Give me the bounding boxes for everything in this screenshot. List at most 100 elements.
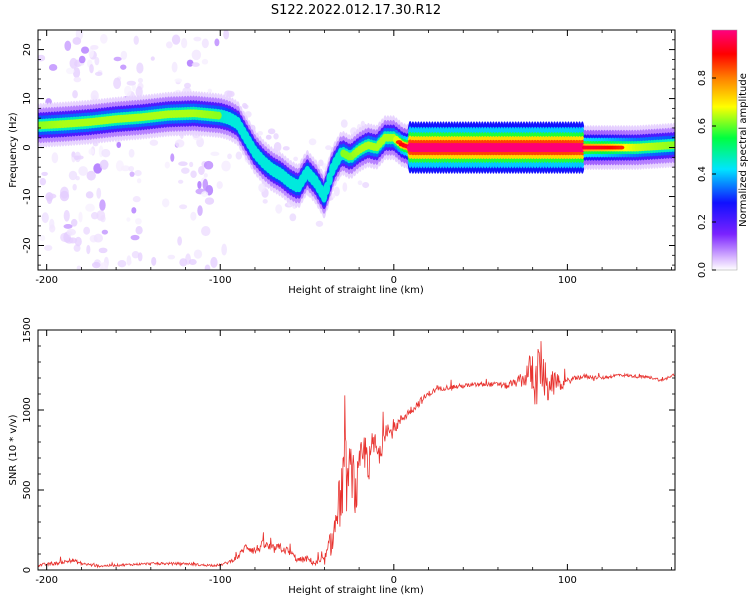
scatter-blob	[197, 181, 202, 189]
scatter-blob	[210, 151, 220, 157]
scatter-blob	[71, 151, 76, 158]
scatter-blob	[357, 180, 363, 186]
scatter-blob	[41, 171, 48, 176]
scatter-blob	[126, 80, 136, 86]
scatter-blob	[73, 76, 82, 83]
spectral-ridge	[38, 90, 675, 219]
scatter-blob	[48, 63, 58, 71]
scatter-blob	[51, 152, 59, 164]
scatter-blob	[340, 119, 348, 128]
y-axis-label-1: Frequency (Hz)	[8, 112, 19, 188]
scatter-blob	[85, 203, 95, 212]
scatter-blob	[124, 85, 132, 97]
scatter-blob	[179, 258, 188, 267]
scatter-blob	[63, 224, 73, 229]
scatter-blob	[198, 165, 205, 175]
figure-title: S122.2022.012.17.30.R12	[271, 3, 441, 18]
colorbar-gradient	[712, 30, 737, 270]
scatter-blob	[241, 102, 248, 109]
scatter-blob	[59, 190, 70, 202]
scatter-blob	[180, 37, 188, 49]
x-axis-label-2: Height of straight line (km)	[288, 585, 424, 596]
scatter-blob	[210, 256, 218, 269]
scatter-blob	[201, 226, 211, 237]
scatter-blob	[127, 259, 132, 265]
scatter-blob	[90, 44, 99, 50]
scatter-blob	[318, 159, 324, 167]
scatter-blob	[69, 57, 78, 69]
scatter-blob	[184, 82, 191, 89]
scatter-blob	[135, 218, 142, 225]
scatter-blob	[181, 167, 190, 174]
scatter-blob	[216, 181, 223, 190]
scatter-blob	[149, 139, 159, 146]
scatter-blob	[39, 177, 47, 186]
scatter-blob	[171, 34, 181, 45]
scatter-blob	[282, 146, 290, 151]
scatter-blob	[201, 191, 209, 197]
scatter-blob	[174, 78, 183, 83]
scatter-blob	[89, 63, 94, 74]
y-axis-1-tick-label: -20	[22, 237, 33, 253]
y-axis-2-tick-label: 1000	[22, 397, 33, 422]
x-axis-1-tick-label: -200	[35, 275, 58, 286]
colorbar-frame	[711, 29, 738, 271]
scatter-blob	[201, 58, 209, 65]
scatter-blob	[214, 38, 220, 47]
scatter-blob	[78, 55, 86, 64]
scatter-blob	[193, 249, 203, 259]
scatter-blob	[221, 160, 231, 172]
colorbar-tick-label: 0.6	[697, 118, 708, 134]
scatter-blob	[46, 195, 53, 205]
scatter-blob	[170, 153, 175, 162]
scatter-blob	[93, 233, 103, 243]
scatter-blob	[117, 260, 127, 268]
scatter-blob	[113, 77, 122, 90]
scatter-blob	[190, 170, 197, 178]
colorbar-tick-label: 0.0	[697, 262, 708, 278]
colorbar-label: Normalized spectral amplitude	[738, 73, 749, 227]
scatter-blob	[151, 256, 157, 266]
scatter-blob	[273, 133, 279, 140]
y-axis-1-tick-label: -10	[22, 188, 33, 204]
scatter-blob	[96, 187, 102, 199]
y-axis-2-tick-label: 1500	[22, 317, 33, 342]
scatter-blob	[136, 62, 144, 74]
scatter-blob	[65, 67, 75, 75]
scatter-blob	[161, 198, 170, 208]
scatter-blob	[171, 61, 178, 73]
colorbar-tick-label: 0.2	[697, 214, 708, 230]
y-axis-2-tick-label: 500	[22, 480, 33, 499]
scatter-blob	[100, 261, 109, 270]
scatter-blob	[131, 207, 137, 214]
scatter-blob	[191, 49, 202, 61]
scatter-blob	[197, 205, 203, 216]
scatter-blob	[223, 30, 230, 40]
scatter-blob	[128, 166, 135, 172]
scatter-blob	[39, 234, 46, 242]
scatter-blob	[179, 204, 188, 210]
scatter-blob	[137, 77, 144, 84]
scatter-blob	[72, 37, 82, 45]
scatter-blob	[190, 211, 197, 221]
scatter-blob	[72, 90, 78, 99]
y-axis-2-tick-label: 0	[22, 567, 33, 573]
scatter-blob	[203, 173, 208, 178]
scatter-blob	[293, 156, 299, 162]
scatter-blob	[362, 181, 370, 189]
scatter-blob	[174, 139, 185, 148]
scatter-blob	[90, 90, 99, 102]
scatter-blob	[203, 160, 214, 170]
y-axis-1-tick-label: 20	[22, 43, 33, 56]
scatter-blob	[131, 251, 140, 259]
scatter-blob	[126, 217, 131, 222]
scatter-blob	[83, 226, 91, 235]
scatter-blob	[86, 170, 96, 181]
scatter-blob	[136, 178, 142, 184]
scatter-blob	[115, 160, 124, 172]
scatter-blob	[120, 50, 128, 60]
scatter-blob	[91, 261, 101, 269]
scatter-blob	[88, 47, 94, 58]
scatter-blob	[265, 134, 272, 140]
